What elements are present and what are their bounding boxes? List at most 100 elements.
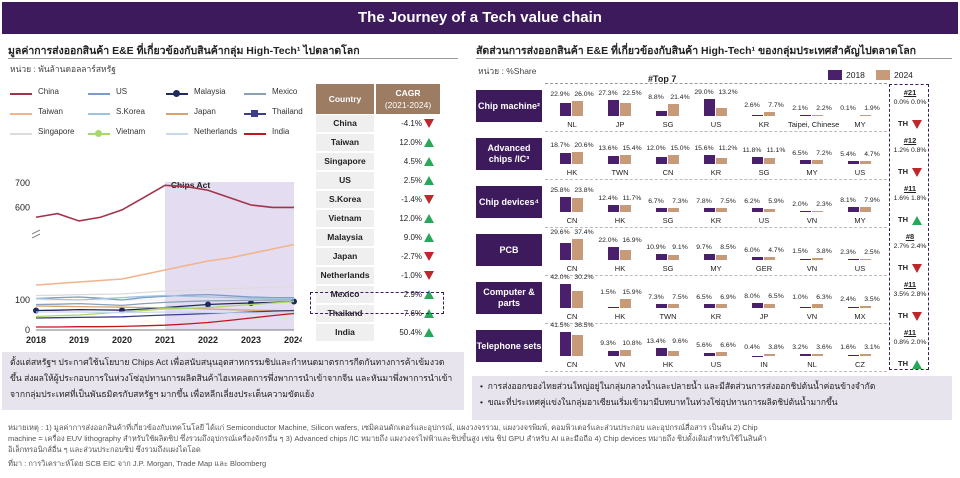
legend-2024-swatch xyxy=(876,70,890,80)
bar-2024 xyxy=(860,258,871,260)
bar-value-2024: 30.2% xyxy=(574,274,594,281)
series-line-china xyxy=(35,184,294,222)
bar-2018 xyxy=(608,247,619,260)
legend-swatch xyxy=(88,93,110,95)
bar-value-2018: 10.9% xyxy=(646,243,666,251)
cagr-header-country: Country xyxy=(316,84,374,114)
series-line-thailand xyxy=(35,309,295,319)
bar-2018 xyxy=(608,204,619,212)
bar-value-2024: 10.8% xyxy=(622,339,642,347)
bar-2024 xyxy=(812,210,823,212)
thailand-highlight xyxy=(310,292,444,314)
bar-2018 xyxy=(800,354,811,356)
bar-2018 xyxy=(752,303,763,308)
arrow-down-icon xyxy=(424,252,434,261)
bar-value-2024: 1.9% xyxy=(864,104,880,112)
bar-value-2018: 13.4% xyxy=(646,338,666,346)
legend-label: Vietnam xyxy=(116,127,146,136)
bar-2024 xyxy=(716,304,727,308)
cagr-row: Mexico 2.9% xyxy=(316,285,436,304)
bar-2024 xyxy=(620,205,631,212)
series-point-malaysia xyxy=(205,301,211,308)
country-label: HK xyxy=(614,216,626,225)
bar-2024 xyxy=(764,353,775,356)
country-label: HK xyxy=(662,360,674,369)
country-label: NL xyxy=(567,120,577,129)
bar-2024 xyxy=(860,114,871,116)
legend-2018-label: 2018 xyxy=(846,70,865,80)
cagr-row: S.Korea -1.4% xyxy=(316,190,436,209)
cagr-row: India 50.4% xyxy=(316,323,436,342)
legend-item-skorea: S.Korea xyxy=(88,107,164,121)
cagr-value: -1.0% xyxy=(401,271,422,280)
bullet-1-text: การส่งออกของไทยส่วนใหญ่อยู่ในกลุ่มกลางน้… xyxy=(487,381,876,391)
bar-value-2018: 6.0% xyxy=(744,246,760,254)
bar-2024 xyxy=(620,155,631,164)
legend-item-thailand: Thailand xyxy=(244,107,320,121)
cagr-country-label: Vietnam xyxy=(316,210,374,227)
bar-value-2018: 8.0% xyxy=(744,293,760,301)
bar-2018 xyxy=(656,253,667,260)
legend-marker xyxy=(95,130,102,137)
bar-value-2018: 7.8% xyxy=(696,197,712,205)
cagr-value: -2.7% xyxy=(401,252,422,261)
bar-value-2024: 4.7% xyxy=(768,246,784,254)
right-unit: หน่วย : %Share xyxy=(478,66,537,76)
bar-value-2018: 12.4% xyxy=(598,194,618,202)
bar-value-2024: 5.9% xyxy=(768,198,784,206)
series-line-mexico xyxy=(35,299,294,307)
group-separator xyxy=(545,371,887,372)
category-label: Computer & parts xyxy=(476,282,542,314)
page-title: The Journey of a Tech value chain xyxy=(2,2,958,34)
cagr-row: Taiwan 12.0% xyxy=(316,133,436,152)
series-line-vietnam xyxy=(35,300,295,318)
bar-2024 xyxy=(668,155,679,164)
country-label: CN xyxy=(566,312,578,321)
arrow-up-icon xyxy=(424,138,434,147)
country-label: US xyxy=(710,360,722,369)
legend-label: Thailand xyxy=(272,107,303,116)
cagr-country-label: Singapore xyxy=(316,153,374,170)
bar-value-2024: 9.1% xyxy=(672,243,688,251)
bar-value-2018: 11.8% xyxy=(742,147,762,155)
bar-value-2018: 8.8% xyxy=(648,93,664,101)
bar-value-2024: 6.3% xyxy=(816,294,832,302)
legend-item-india: India xyxy=(244,127,320,141)
bar-value-2018: 5.4% xyxy=(840,150,856,158)
bar-value-2024: 2.2% xyxy=(816,104,832,112)
bar-2024 xyxy=(668,350,679,356)
bar-2018 xyxy=(800,160,811,164)
cagr-value: 2.9% xyxy=(403,290,422,299)
bar-2024 xyxy=(572,335,583,356)
bar-2024 xyxy=(668,207,679,212)
country-label: VN xyxy=(806,264,818,273)
bar-2018 xyxy=(656,157,667,164)
country-label: VN xyxy=(614,360,626,369)
bar-value-2024: 11.2% xyxy=(718,145,738,153)
legend-marker xyxy=(251,110,258,117)
cagr-country-label: Mexico xyxy=(316,286,374,303)
cagr-value: 4.5% xyxy=(403,157,422,166)
series-line-us xyxy=(35,293,294,301)
bar-2024 xyxy=(572,238,583,260)
bar-2018 xyxy=(848,258,859,260)
line-legend: China US Malaysia Mexico Taiwan S.Korea Japan T… xyxy=(10,87,310,145)
bar-value-2024: 15.0% xyxy=(670,145,690,153)
bar-value-2018: 9.7% xyxy=(696,244,712,252)
bar-2024 xyxy=(764,157,775,164)
footnote-line-3: อิเล็กทรอนิกส์อื่น ๆ และส่วนประกอบชิป ซึ… xyxy=(8,445,201,454)
legend-label: Mexico xyxy=(272,87,298,96)
bar-value-2024: 36.5% xyxy=(574,322,594,330)
country-label: US xyxy=(854,264,866,273)
country-label: MY xyxy=(854,120,866,129)
country-label: TWN xyxy=(659,312,677,321)
bar-value-2024: 3.8% xyxy=(816,247,832,255)
country-label: Taipei, Chinese xyxy=(788,120,840,129)
bar-value-2018: 6.5% xyxy=(696,294,712,302)
right-divider xyxy=(476,58,952,59)
bar-2018 xyxy=(656,348,667,356)
country-label: CZ xyxy=(855,360,865,369)
bar-2018 xyxy=(704,99,715,116)
country-label: SG xyxy=(662,264,674,273)
country-label: NL xyxy=(807,360,817,369)
